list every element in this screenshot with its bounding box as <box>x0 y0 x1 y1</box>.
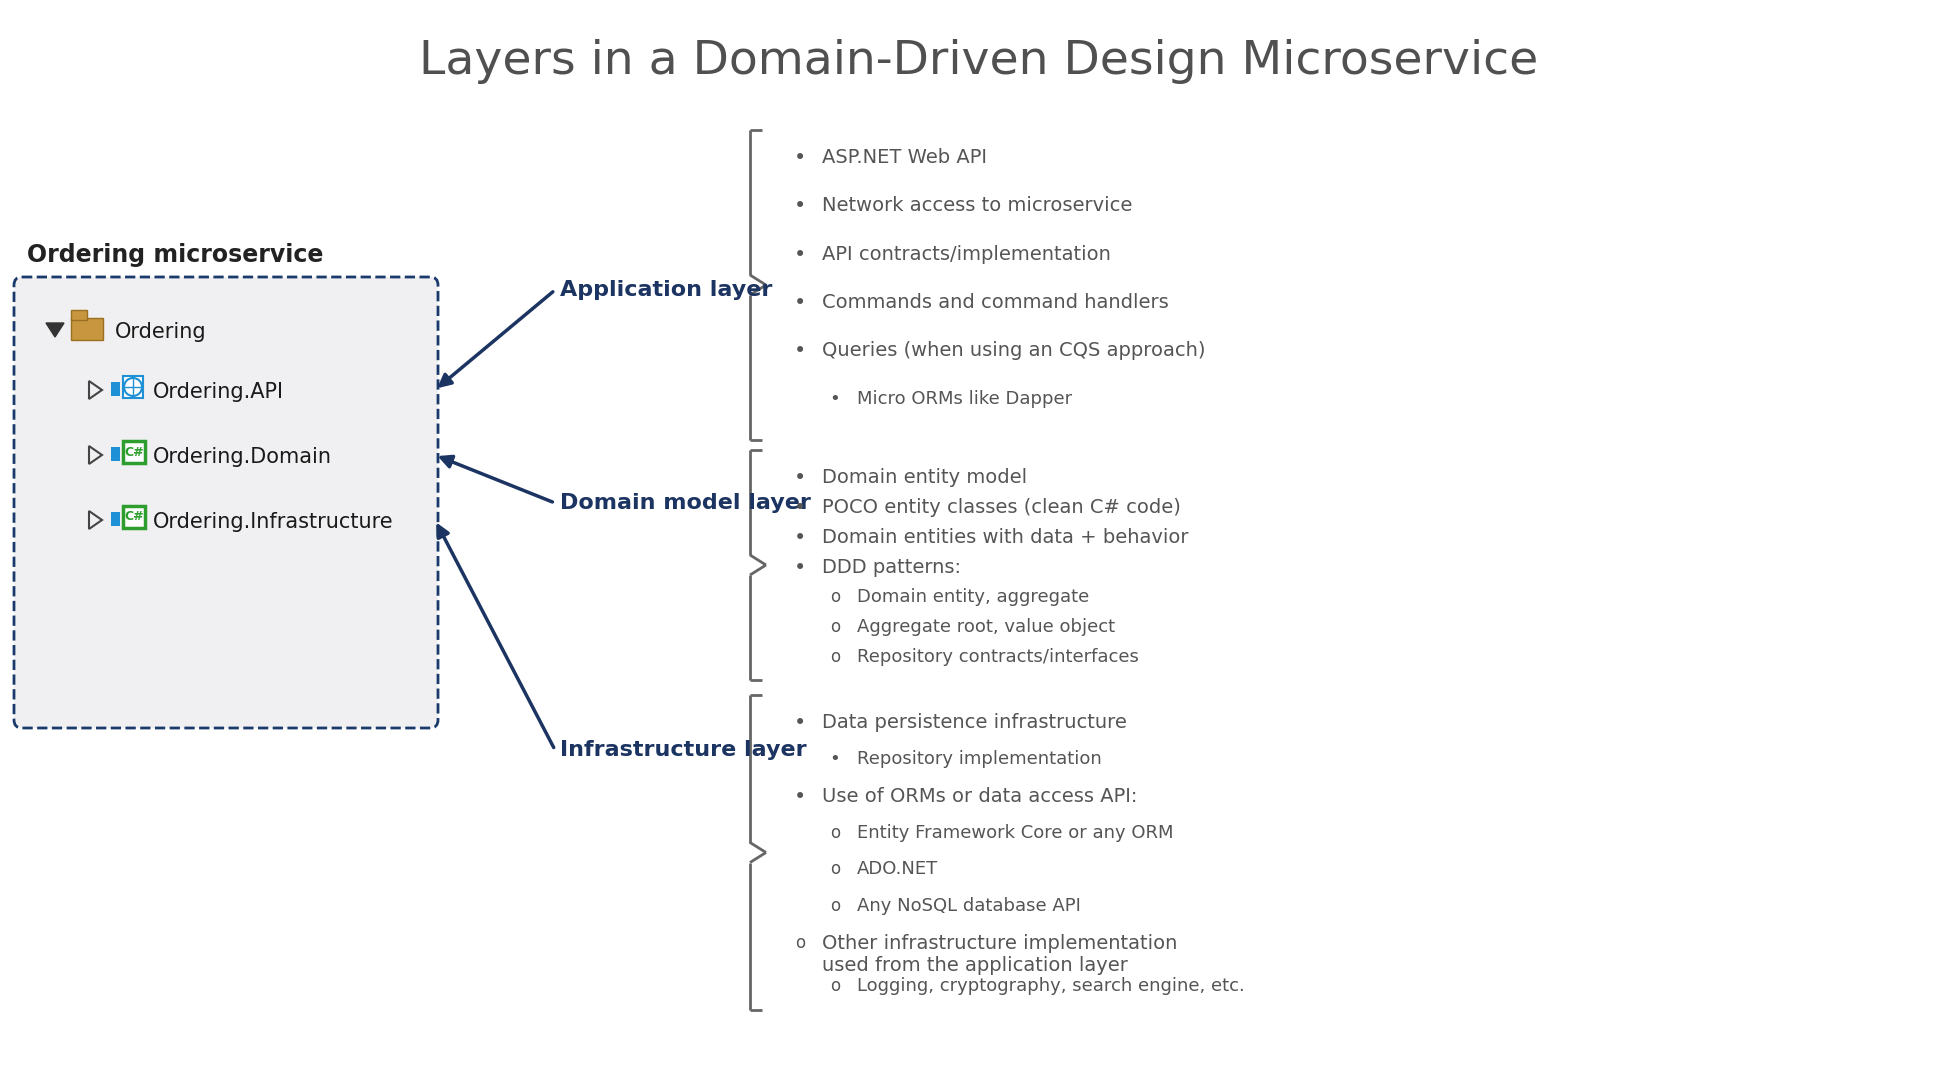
Text: •: • <box>795 293 806 313</box>
FancyBboxPatch shape <box>123 441 145 463</box>
Text: Logging, cryptography, search engine, etc.: Logging, cryptography, search engine, et… <box>857 977 1245 994</box>
Text: Ordering.Infrastructure: Ordering.Infrastructure <box>153 512 393 532</box>
Text: DDD patterns:: DDD patterns: <box>822 558 961 577</box>
Text: •: • <box>795 787 806 806</box>
Text: Other infrastructure implementation
used from the application layer: Other infrastructure implementation used… <box>822 934 1178 976</box>
Text: Micro ORMs like Dapper: Micro ORMs like Dapper <box>857 389 1072 408</box>
Text: o: o <box>795 934 804 952</box>
Text: POCO entity classes (clean C# code): POCO entity classes (clean C# code) <box>822 498 1180 517</box>
Text: Any NoSQL database API: Any NoSQL database API <box>857 898 1080 915</box>
Text: Queries (when using an CQS approach): Queries (when using an CQS approach) <box>822 341 1206 360</box>
FancyBboxPatch shape <box>123 376 143 398</box>
Text: Aggregate root, value object: Aggregate root, value object <box>857 618 1115 636</box>
Text: •: • <box>795 245 806 264</box>
Text: C#: C# <box>123 511 143 524</box>
Text: API contracts/implementation: API contracts/implementation <box>822 245 1112 263</box>
FancyBboxPatch shape <box>14 278 438 728</box>
Text: Domain model layer: Domain model layer <box>560 493 810 513</box>
Text: Domain entity, aggregate: Domain entity, aggregate <box>857 588 1090 606</box>
Text: o: o <box>830 618 840 636</box>
Text: o: o <box>830 898 840 915</box>
Text: Ordering.Domain: Ordering.Domain <box>153 447 333 467</box>
Text: •: • <box>795 468 806 488</box>
FancyBboxPatch shape <box>70 310 86 320</box>
Text: Domain entities with data + behavior: Domain entities with data + behavior <box>822 528 1188 547</box>
FancyBboxPatch shape <box>112 512 119 526</box>
Text: Application layer: Application layer <box>560 280 773 300</box>
Text: o: o <box>830 861 840 878</box>
Text: •: • <box>830 750 840 767</box>
Text: •: • <box>795 196 806 217</box>
Text: Network access to microservice: Network access to microservice <box>822 196 1133 216</box>
Text: •: • <box>795 341 806 361</box>
Text: o: o <box>830 648 840 666</box>
Text: Data persistence infrastructure: Data persistence infrastructure <box>822 713 1127 732</box>
Text: Commands and command handlers: Commands and command handlers <box>822 293 1168 312</box>
Text: o: o <box>830 824 840 841</box>
Text: •: • <box>795 558 806 578</box>
Text: Repository implementation: Repository implementation <box>857 750 1102 767</box>
Text: •: • <box>830 389 840 408</box>
FancyBboxPatch shape <box>112 447 119 461</box>
Text: o: o <box>830 977 840 994</box>
Text: Ordering: Ordering <box>115 322 207 341</box>
FancyBboxPatch shape <box>70 318 104 340</box>
Text: •: • <box>795 528 806 549</box>
Circle shape <box>123 378 143 396</box>
Polygon shape <box>47 323 65 337</box>
Text: Ordering.API: Ordering.API <box>153 382 284 402</box>
FancyBboxPatch shape <box>112 382 119 396</box>
Text: •: • <box>795 713 806 733</box>
Text: o: o <box>830 588 840 606</box>
Text: C#: C# <box>123 446 143 459</box>
Text: •: • <box>795 498 806 518</box>
Text: •: • <box>795 149 806 168</box>
Text: Entity Framework Core or any ORM: Entity Framework Core or any ORM <box>857 824 1174 841</box>
Text: Use of ORMs or data access API:: Use of ORMs or data access API: <box>822 787 1137 805</box>
Text: Ordering microservice: Ordering microservice <box>27 243 323 267</box>
Text: ADO.NET: ADO.NET <box>857 861 937 878</box>
Text: Infrastructure layer: Infrastructure layer <box>560 740 806 760</box>
Text: ASP.NET Web API: ASP.NET Web API <box>822 149 986 167</box>
Text: Repository contracts/interfaces: Repository contracts/interfaces <box>857 648 1139 666</box>
Text: Domain entity model: Domain entity model <box>822 468 1027 487</box>
FancyBboxPatch shape <box>123 506 145 528</box>
Text: Layers in a Domain-Driven Design Microservice: Layers in a Domain-Driven Design Microse… <box>419 39 1538 85</box>
